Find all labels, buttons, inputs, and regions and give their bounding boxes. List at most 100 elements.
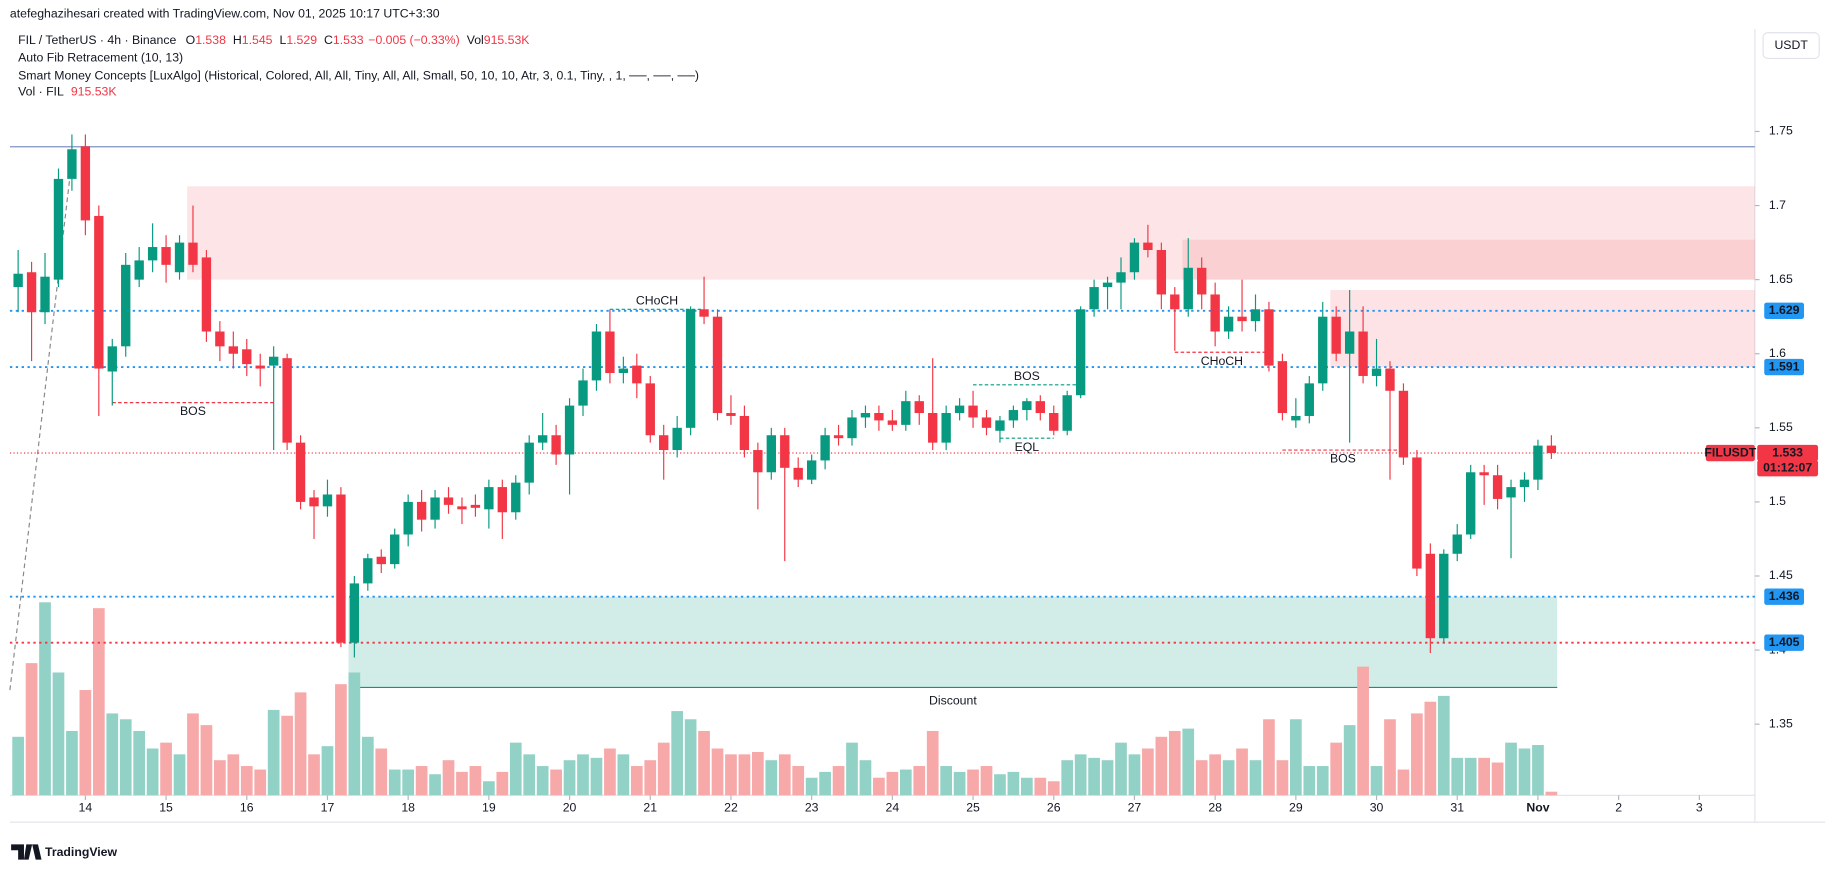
y-tick-label: 1.7 <box>1769 198 1786 212</box>
volume-bar <box>711 748 724 796</box>
volume-bar <box>106 713 119 796</box>
volume-bar <box>725 754 737 796</box>
volume-bar <box>765 760 778 796</box>
volume-bar <box>1115 742 1127 796</box>
candle-body <box>712 316 723 414</box>
y-tick-label: 1.35 <box>1769 716 1793 730</box>
structure-label: CHoCH <box>1201 354 1243 368</box>
x-tick-label: 23 <box>805 800 819 814</box>
candle-body <box>1264 309 1274 366</box>
candle-body <box>766 435 776 473</box>
candle-body <box>13 273 23 288</box>
candle-body <box>780 435 790 468</box>
volume-bar <box>335 684 347 796</box>
candle-body <box>242 349 252 365</box>
candle-body <box>632 365 642 384</box>
volume-bar <box>92 608 105 796</box>
volume-bar <box>563 760 576 796</box>
volume-bar <box>577 754 589 796</box>
x-tick-label: 14 <box>79 800 93 814</box>
candle-body <box>820 435 830 461</box>
candle-body <box>1533 445 1543 480</box>
volume-bar <box>173 754 186 796</box>
indicator: Auto Fib Retracement (10, 13) <box>18 51 183 65</box>
volume-bar <box>630 766 643 796</box>
candle-body <box>80 146 91 221</box>
candle-body <box>685 309 696 428</box>
candle-body <box>53 178 64 280</box>
volume-bar <box>25 663 38 796</box>
x-tick-label: 3 <box>1696 800 1703 814</box>
volume-bar <box>1021 777 1033 796</box>
volume-bar <box>402 769 415 796</box>
volume-bar <box>792 766 805 796</box>
zone <box>1182 239 1755 280</box>
x-tick-label: 28 <box>1208 800 1222 814</box>
candle-body <box>941 413 951 443</box>
candle-body <box>511 482 521 513</box>
candle-body <box>336 494 346 643</box>
candle-body <box>726 413 736 416</box>
volume-bar <box>1074 754 1087 796</box>
brand: TradingView <box>45 845 117 859</box>
candle-body <box>1344 331 1355 354</box>
volume-bar <box>146 748 159 796</box>
candle-body <box>121 264 131 347</box>
candle-body <box>1492 475 1503 499</box>
candle-body <box>1022 401 1032 411</box>
volume-bar <box>953 771 966 796</box>
candle-body <box>1156 250 1167 295</box>
volume-bar <box>1263 719 1275 796</box>
candle-body <box>1129 242 1140 273</box>
volume-bar <box>940 766 953 796</box>
volume-bar <box>980 766 993 796</box>
x-tick-label: 15 <box>159 800 173 814</box>
volume-bar <box>617 754 630 796</box>
candle-body <box>1102 282 1113 288</box>
ohlc-label: L <box>280 33 287 47</box>
volume-bar <box>1303 766 1316 796</box>
volume-bar <box>1007 771 1020 796</box>
symbol-tag <box>1705 444 1755 462</box>
volume-bar <box>1249 760 1262 796</box>
volume-bar <box>1451 757 1464 796</box>
candle-body <box>537 435 548 443</box>
candle-body <box>1466 472 1476 535</box>
volume-bar <box>1370 766 1383 796</box>
candle-body <box>470 504 481 508</box>
candle-body <box>255 365 265 369</box>
level-badge-text: 1.405 <box>1769 635 1800 649</box>
volume-bar <box>1128 754 1141 796</box>
volume-bar <box>1155 736 1168 796</box>
legend-main: FIL / TetherUS · 4h · Binance O1.538 H1.54… <box>18 33 530 47</box>
volume-bar <box>1222 760 1235 796</box>
volume-bar <box>160 742 172 796</box>
candle-body <box>416 501 427 520</box>
candle-body <box>995 420 1005 431</box>
volume-bar <box>442 760 455 796</box>
vol-legend: Vol · FIL 915.53K <box>18 85 117 99</box>
candle-body <box>1385 368 1395 391</box>
volume-bar <box>187 713 199 796</box>
candle-body <box>981 417 992 428</box>
candle-body <box>188 242 198 265</box>
volume-bar <box>1464 757 1477 796</box>
candle-body <box>1210 294 1220 332</box>
candle-body <box>847 417 857 439</box>
candle-body <box>1223 316 1234 332</box>
level-badge <box>1764 588 1805 605</box>
structure-label: CHoCH <box>636 293 678 307</box>
candle-body <box>1250 309 1261 322</box>
candle-body <box>1506 487 1516 498</box>
volume-bar <box>698 730 710 796</box>
candle-body <box>645 383 655 436</box>
level-badge <box>1764 634 1805 651</box>
volume-bar <box>1195 760 1208 796</box>
candle-body <box>1277 361 1288 414</box>
x-tick-label: 2 <box>1615 800 1622 814</box>
volume-bar <box>913 766 926 796</box>
volume-bar <box>1343 725 1356 796</box>
level-badge <box>1764 358 1805 376</box>
candle-body <box>1116 272 1126 283</box>
